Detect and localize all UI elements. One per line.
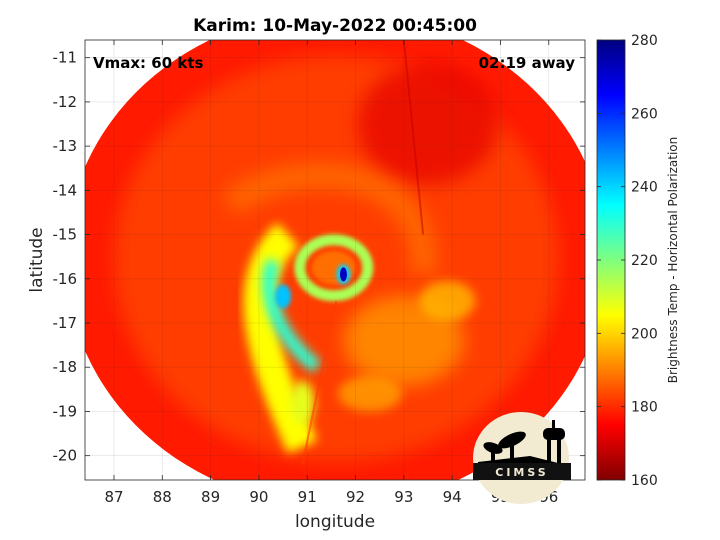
colorbar-tick-label: 160 [631,473,658,489]
axes-box [84,39,586,481]
x-tick-label: 94 [443,488,462,506]
y-tick-label: -14 [53,181,78,199]
band-tail [290,380,315,425]
colorbar-tick-label: 200 [631,326,658,342]
x-tick-label: 88 [153,488,172,506]
y-tick-label: -17 [53,314,78,332]
cimss-logo: CIMSS [473,412,571,504]
colorbar-gradient [596,39,626,481]
colorbar-label: Brightness Temp - Horizontal Polarizatio… [666,137,680,384]
band-warm-spot [275,284,292,309]
colorbar-tick-label: 220 [631,253,658,269]
logo-text: CIMSS [495,466,548,479]
x-axis-label: longitude [295,512,375,532]
x-tick-label: 90 [249,488,268,506]
y-axis-label: latitude [27,227,47,292]
colorbar-tick-label: 240 [631,180,658,196]
time-offset-annotation: 02:19 away [479,54,576,72]
swath-seam-north [402,40,425,235]
eastern-cloud-lobe [419,280,476,321]
grid-lines [85,40,585,480]
outer-spiral-band [222,162,437,276]
southern-cloud-blob [338,375,403,412]
y-tick-label: -15 [53,226,78,244]
colorbar: 280 260 240 220 200 180 160 Brightness Temp - … [596,33,680,489]
swath-seam [301,300,338,465]
y-tick-label: -19 [53,402,78,420]
chart-title: Karim: 10-May-2022 00:45:00 [193,16,477,36]
y-tick-label: -20 [53,447,78,465]
colorbar-tick-label: 260 [631,106,658,122]
x-tick-label: 92 [346,488,365,506]
band-core [262,258,322,373]
x-tick-label: 87 [104,488,123,506]
vmax-annotation: Vmax: 60 kts [93,54,203,72]
x-tick-label: 93 [394,488,413,506]
y-tick-label: -12 [53,93,78,111]
inner-ring [294,234,374,302]
heatmap-layer [85,40,585,480]
swath-northeast [357,64,498,185]
y-tick-label: -13 [53,137,78,155]
colorbar-tick-label: 180 [631,400,658,416]
eye-core [339,267,347,282]
y-tick-label: -16 [53,270,78,288]
band-body [243,222,317,454]
x-tick-label: 89 [201,488,220,506]
y-tick-label: -11 [53,49,78,67]
colorbar-ticks: 280 260 240 220 200 180 160 [597,33,658,489]
y-tick-label: -18 [53,358,78,376]
colorbar-tick-label: 280 [631,33,658,49]
x-tick-label: 91 [298,488,317,506]
x-axis: 87888990919293949596 [104,40,558,506]
y-axis: -11 -12 -13 -14 -15 -16 -17 -18 -19 -20 [53,49,585,465]
